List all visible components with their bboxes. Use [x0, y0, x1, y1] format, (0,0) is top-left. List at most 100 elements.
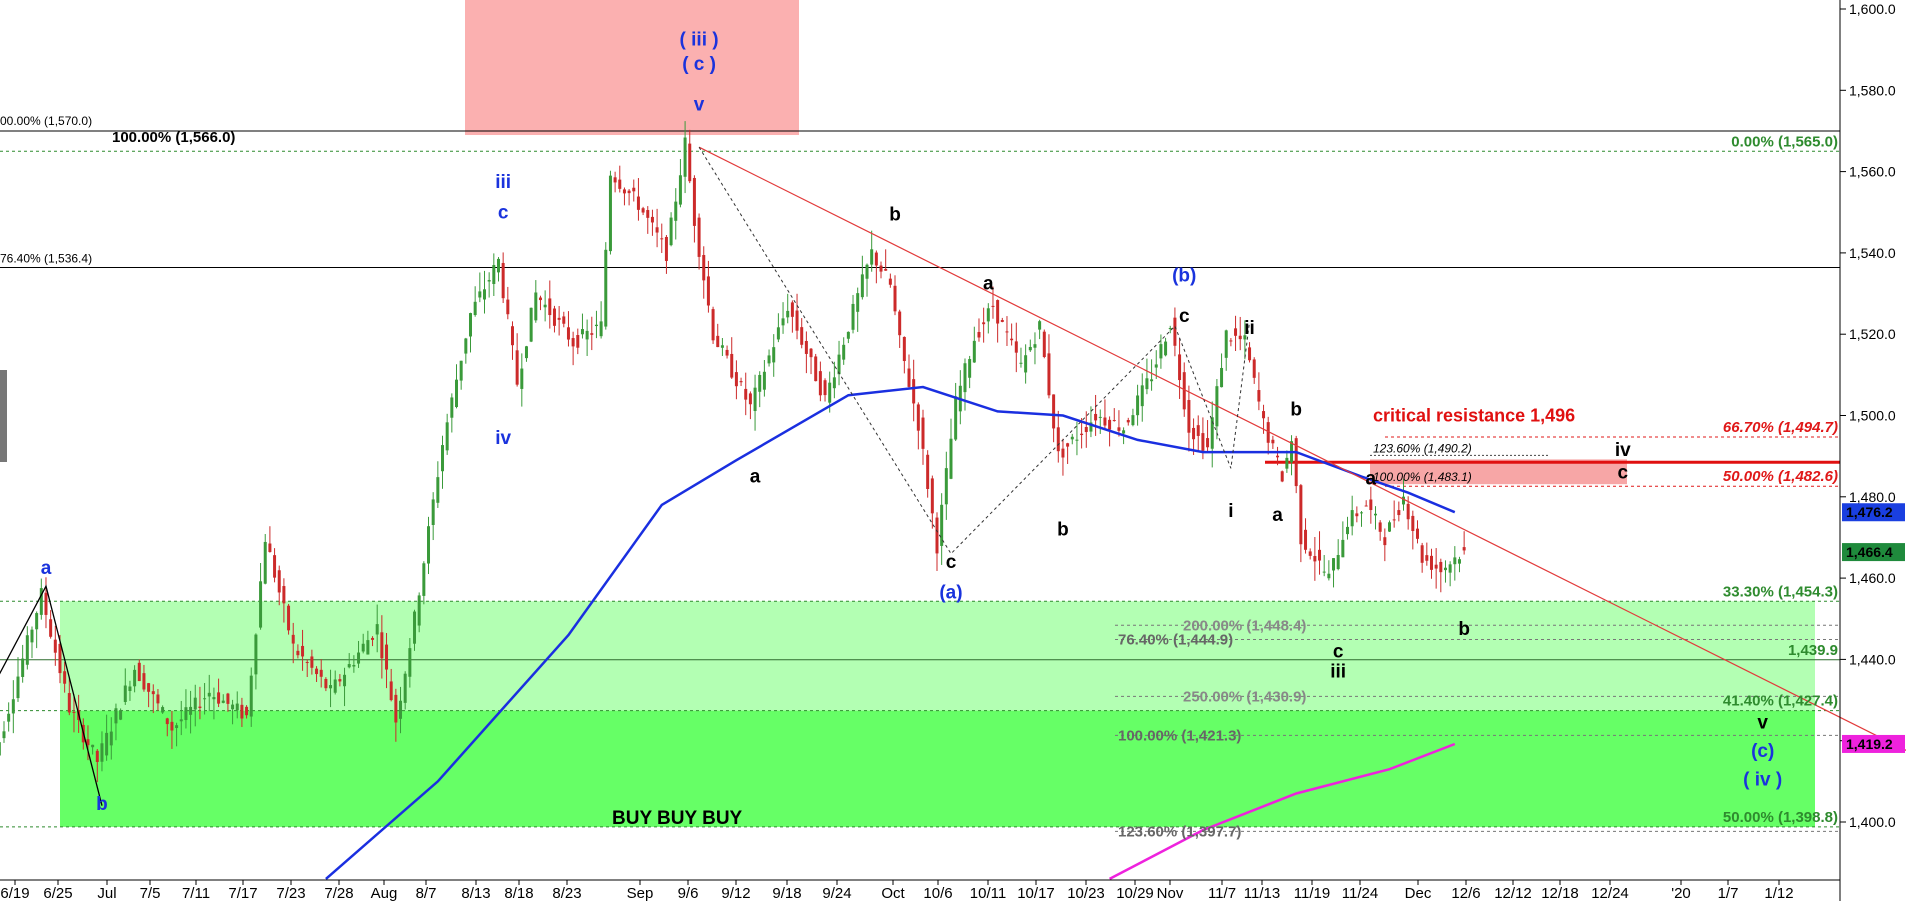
candle-body: [16, 676, 20, 699]
candle-body: [921, 417, 925, 449]
candle-body: [482, 289, 486, 300]
candle-body: [972, 340, 976, 363]
x-tick-label: 9/24: [822, 885, 851, 901]
candle-body: [515, 350, 519, 385]
descending-trendline: [698, 146, 1906, 751]
left-edge-marker: [0, 370, 7, 462]
candle-body: [231, 704, 235, 710]
candle-body: [1070, 436, 1074, 440]
candle-body: [1187, 400, 1191, 433]
candle-body: [1224, 330, 1228, 358]
candle-body: [352, 664, 356, 667]
candle-body: [240, 704, 244, 719]
candle-body: [198, 706, 202, 708]
x-tick-label: 10/29: [1116, 885, 1154, 901]
candle-body: [1415, 528, 1419, 539]
candle-body: [982, 322, 986, 325]
candle-body: [739, 381, 743, 383]
fib-label-right: 50.00% (1,482.6): [1723, 468, 1838, 485]
wave-label: ii: [1244, 318, 1255, 339]
candle-body: [594, 324, 598, 327]
price-tag-text: 1,419.2: [1846, 736, 1893, 752]
candle-body: [557, 317, 561, 320]
x-tick-label: Sep: [627, 885, 654, 901]
candle-body: [1378, 522, 1382, 532]
candle-body: [375, 624, 379, 635]
candle-body: [179, 719, 183, 722]
wave-label: c: [1179, 306, 1190, 327]
candle-body: [1061, 448, 1065, 458]
candle-body: [100, 743, 104, 762]
candle-body: [604, 249, 608, 327]
buy-zone-lower: [60, 710, 1815, 827]
y-tick-label: 1,500.0: [1849, 408, 1896, 424]
x-tick-label: 12/6: [1451, 885, 1480, 901]
candle-body: [566, 327, 570, 340]
candle-body: [1033, 344, 1037, 348]
candle-body: [343, 674, 347, 687]
candle-body: [105, 732, 109, 756]
candle-body: [1206, 438, 1210, 448]
x-tick-label: 11/19: [1294, 885, 1330, 901]
candle-body: [613, 177, 617, 183]
candle-body: [963, 363, 967, 393]
candle-body: [1108, 419, 1112, 430]
candle-body: [664, 236, 668, 261]
candle-body: [366, 640, 370, 655]
candle-body: [427, 526, 431, 564]
candle-body: [692, 177, 696, 226]
candle-body: [137, 662, 141, 682]
candle-body: [1439, 561, 1443, 573]
candle-body: [1103, 417, 1107, 426]
x-tick-label: 6/25: [43, 885, 72, 901]
candle-body: [1140, 385, 1144, 407]
candle-body: [1429, 555, 1433, 570]
x-tick-label: 7/28: [324, 885, 353, 901]
candle-body: [259, 581, 263, 628]
candle-body: [1238, 335, 1242, 340]
candle-body: [1364, 505, 1368, 507]
candle-body: [944, 468, 948, 505]
candle-body: [1047, 353, 1051, 396]
y-tick-label: 1,560.0: [1849, 164, 1896, 180]
candle-body: [1453, 557, 1457, 565]
overlays-layer: [0, 146, 1906, 881]
candle-body: [1420, 545, 1424, 563]
fib-label-left: 100.00% (1,566.0): [112, 129, 235, 146]
x-tick-label: 10/17: [1017, 885, 1055, 901]
candle-body: [329, 685, 333, 689]
candle-body: [21, 658, 25, 677]
candle-body: [1355, 513, 1359, 517]
price-tag: [1842, 543, 1905, 562]
candle-body: [147, 683, 151, 692]
x-tick-label: '20: [1671, 885, 1691, 901]
x-tick-label: 7/23: [276, 885, 305, 901]
candle-body: [1266, 422, 1270, 443]
y-tick-label: 1,540.0: [1849, 245, 1896, 261]
wave-label: c: [498, 202, 509, 223]
y-tick-label: 1,480.0: [1849, 489, 1896, 505]
candle-body: [67, 693, 71, 713]
candle-body: [986, 308, 990, 322]
candle-body: [1322, 571, 1326, 573]
candle-body: [851, 303, 855, 330]
candle-body: [748, 393, 752, 405]
candle-body: [1005, 331, 1009, 333]
candle-body: [380, 632, 384, 659]
candle-body: [870, 249, 874, 265]
candle-body: [702, 255, 706, 281]
candle-body: [1401, 496, 1405, 505]
candle-body: [1299, 485, 1303, 545]
fib-label-right: 33.30% (1,454.3): [1723, 583, 1838, 600]
candle-body: [608, 175, 612, 252]
candle-body: [1350, 510, 1354, 527]
candle-body: [35, 613, 39, 630]
candle-body: [636, 196, 640, 210]
candle-body: [184, 707, 188, 721]
candle-body: [1392, 519, 1396, 521]
wave-label: iii: [1330, 662, 1346, 683]
candle-body: [226, 693, 230, 704]
candle-body: [371, 637, 375, 640]
candle-body: [357, 652, 361, 664]
